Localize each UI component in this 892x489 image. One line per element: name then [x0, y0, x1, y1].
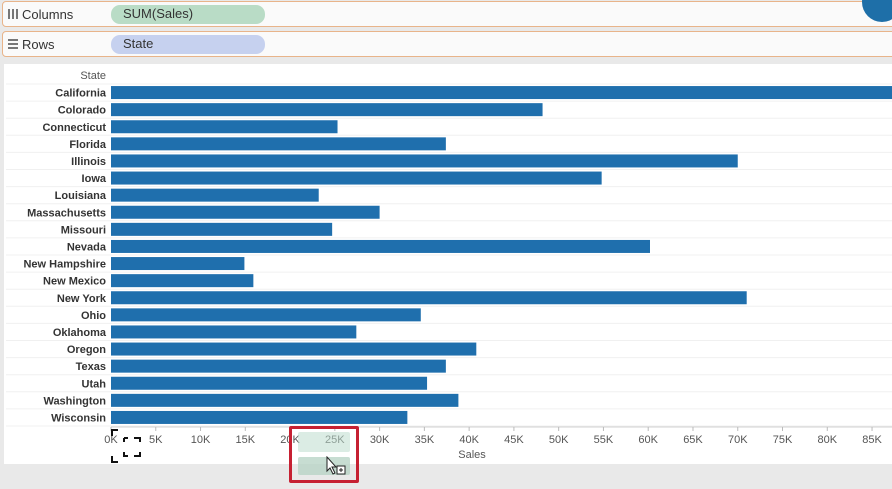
x-tick-label: 70K [728, 434, 748, 446]
drag-copy-cursor-icon [326, 456, 346, 475]
row-label-texas: Texas [76, 361, 106, 373]
sum-sales-pill[interactable]: SUM(Sales) [111, 5, 265, 24]
selection-bracket-icon [111, 429, 141, 463]
bar-florida[interactable] [111, 137, 446, 151]
row-header-state: State [80, 70, 106, 82]
row-label-nevada: Nevada [67, 241, 107, 253]
x-tick-label: 80K [817, 434, 837, 446]
row-label-oklahoma: Oklahoma [53, 327, 107, 339]
bar-colorado[interactable] [111, 103, 543, 117]
bar-illinois[interactable] [111, 154, 738, 168]
bar-nevada[interactable] [111, 239, 650, 253]
x-tick-label: 40K [459, 434, 479, 446]
bar-connecticut[interactable] [111, 120, 338, 134]
row-label-wisconsin: Wisconsin [51, 412, 106, 424]
corner-badge [862, 0, 892, 22]
row-label-connecticut: Connecticut [42, 122, 106, 134]
x-tick-label: 85K [862, 434, 882, 446]
row-label-ohio: Ohio [81, 310, 106, 322]
x-tick-label: 10K [191, 434, 211, 446]
x-tick-label: 75K [773, 434, 793, 446]
bar-wisconsin[interactable] [111, 410, 408, 424]
drop-target-highlight[interactable] [289, 426, 359, 483]
columns-shelf-label: Columns [22, 7, 74, 22]
x-tick-label: 45K [504, 434, 524, 446]
row-label-florida: Florida [69, 139, 107, 151]
bar-louisiana[interactable] [111, 188, 319, 202]
row-label-missouri: Missouri [61, 224, 106, 236]
x-tick-label: 55K [594, 434, 614, 446]
bar-missouri[interactable] [111, 222, 333, 236]
x-tick-label: 0K [104, 434, 118, 446]
row-label-iowa: Iowa [82, 173, 107, 185]
row-label-washington: Washington [43, 395, 106, 407]
row-label-new-mexico: New Mexico [43, 276, 106, 288]
row-label-new-hampshire: New Hampshire [23, 259, 106, 271]
row-label-massachusetts: Massachusetts [27, 207, 106, 219]
row-label-illinois: Illinois [71, 156, 106, 168]
row-label-utah: Utah [82, 378, 107, 390]
x-tick-label: 15K [236, 434, 256, 446]
bar-ohio[interactable] [111, 308, 421, 322]
bar-oregon[interactable] [111, 342, 477, 356]
bar-new-york[interactable] [111, 291, 747, 305]
rows-shelf-label: Rows [22, 37, 55, 52]
bar-texas[interactable] [111, 359, 446, 373]
row-label-new-york: New York [57, 293, 107, 305]
x-tick-label: 5K [149, 434, 163, 446]
bar-iowa[interactable] [111, 171, 602, 185]
rows-shelf[interactable]: Rows State [2, 31, 892, 57]
columns-grid-icon [8, 9, 18, 19]
x-tick-label: 60K [638, 434, 658, 446]
x-tick-label: 65K [683, 434, 703, 446]
row-label-oregon: Oregon [67, 344, 106, 356]
state-pill[interactable]: State [111, 35, 265, 54]
x-tick-label: 50K [549, 434, 569, 446]
bar-new-hampshire[interactable] [111, 257, 245, 271]
bar-new-mexico[interactable] [111, 274, 254, 288]
row-label-colorado: Colorado [58, 105, 107, 117]
row-label-california: California [55, 88, 107, 100]
bar-oklahoma[interactable] [111, 325, 357, 339]
x-tick-label: 30K [370, 434, 390, 446]
bar-washington[interactable] [111, 393, 459, 407]
bar-california[interactable] [111, 86, 892, 100]
rows-list-icon [8, 39, 18, 49]
bar-utah[interactable] [111, 376, 428, 390]
x-axis-title: Sales [458, 449, 486, 461]
x-tick-label: 35K [415, 434, 435, 446]
drop-ghost-preview [298, 432, 350, 452]
columns-shelf[interactable]: Columns SUM(Sales) [2, 1, 892, 27]
row-label-louisiana: Louisiana [55, 190, 107, 202]
bar-massachusetts[interactable] [111, 205, 380, 219]
